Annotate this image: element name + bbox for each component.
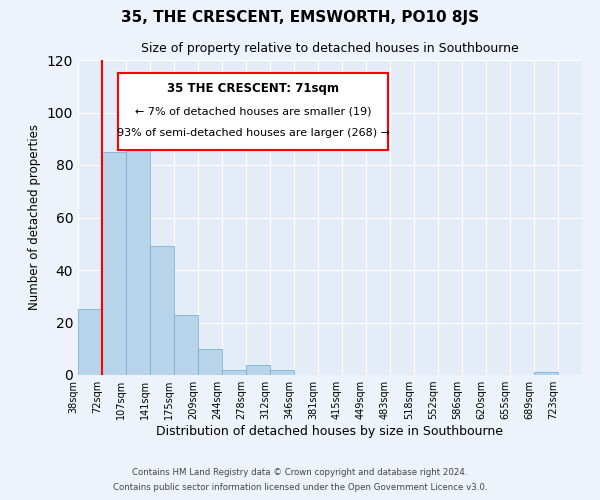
Title: Size of property relative to detached houses in Southbourne: Size of property relative to detached ho… <box>141 42 519 54</box>
Text: ← 7% of detached houses are smaller (19): ← 7% of detached houses are smaller (19) <box>135 106 371 116</box>
Bar <box>222 370 246 375</box>
Text: Contains HM Land Registry data © Crown copyright and database right 2024.: Contains HM Land Registry data © Crown c… <box>132 468 468 477</box>
Text: 35 THE CRESCENT: 71sqm: 35 THE CRESCENT: 71sqm <box>167 82 339 94</box>
Bar <box>246 364 270 375</box>
Y-axis label: Number of detached properties: Number of detached properties <box>28 124 41 310</box>
Bar <box>534 372 558 375</box>
FancyBboxPatch shape <box>118 72 388 150</box>
Text: Contains public sector information licensed under the Open Government Licence v3: Contains public sector information licen… <box>113 483 487 492</box>
Bar <box>270 370 294 375</box>
Bar <box>78 310 102 375</box>
Bar <box>102 152 126 375</box>
Text: 35, THE CRESCENT, EMSWORTH, PO10 8JS: 35, THE CRESCENT, EMSWORTH, PO10 8JS <box>121 10 479 25</box>
Text: 93% of semi-detached houses are larger (268) →: 93% of semi-detached houses are larger (… <box>116 128 389 138</box>
Bar <box>174 314 198 375</box>
X-axis label: Distribution of detached houses by size in Southbourne: Distribution of detached houses by size … <box>157 425 503 438</box>
Bar <box>150 246 174 375</box>
Bar <box>126 138 150 375</box>
Bar <box>198 349 222 375</box>
